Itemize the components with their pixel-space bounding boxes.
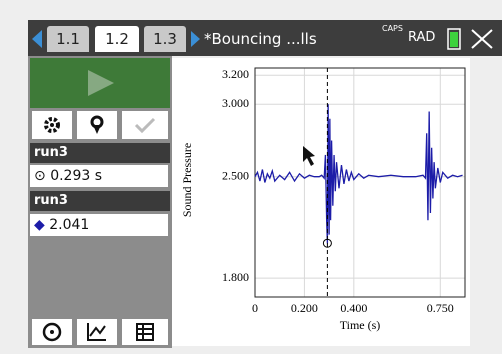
x-tick-label: 0.400	[340, 301, 367, 315]
series-icon: ◆	[34, 217, 49, 233]
y-tick-label: 3.000	[222, 96, 249, 110]
status-icons	[446, 26, 500, 52]
tab[interactable]: 1.1	[47, 26, 89, 52]
y-tick-label: 3.200	[222, 67, 249, 81]
toolbar	[30, 110, 170, 140]
caps-indicator: CAPS	[382, 24, 403, 33]
tab[interactable]: 1.3	[144, 26, 186, 52]
cursor-value: 2.041	[49, 217, 89, 233]
x-tick-label: 0.750	[427, 301, 454, 315]
x-tick-label: 0	[252, 301, 258, 315]
run-header[interactable]: run3	[30, 191, 170, 211]
chart: Sound Pressure Time (s) 0 0.200 0.400 0.750…	[172, 58, 470, 346]
y-axis-title: Sound Pressure	[180, 143, 194, 217]
y-tick-label: 2.500	[222, 168, 249, 182]
angle-mode: RAD	[408, 30, 435, 45]
y-tick-label: 1.800	[222, 270, 249, 284]
x-tick-label: 0.200	[291, 301, 318, 315]
clock-icon: ⊙	[34, 168, 50, 184]
tab-right-arrow[interactable]	[191, 31, 201, 49]
document-title: *Bouncing ...lls	[204, 26, 317, 52]
tab-active[interactable]: 1.2	[95, 26, 139, 52]
tab-left-arrow[interactable]	[32, 30, 44, 50]
view-buttons	[30, 318, 170, 346]
sound-wave	[255, 104, 463, 243]
play-button[interactable]	[86, 68, 116, 98]
cursor-time: 0.293 s	[50, 168, 102, 184]
x-axis-title: Time (s)	[340, 318, 381, 332]
screen: 1.1 1.2 1.3 *Bouncing ...lls CAPS RAD ru…	[0, 0, 502, 354]
run-header[interactable]: run3	[30, 143, 170, 163]
